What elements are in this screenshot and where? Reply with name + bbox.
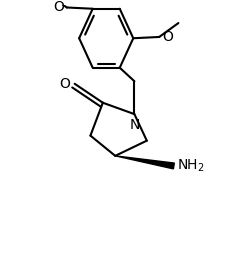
Text: NH$_2$: NH$_2$: [177, 158, 204, 174]
Text: O: O: [53, 1, 64, 14]
Text: O: O: [162, 30, 173, 44]
Text: O: O: [59, 77, 70, 91]
Text: N: N: [129, 118, 140, 132]
Polygon shape: [115, 156, 174, 169]
